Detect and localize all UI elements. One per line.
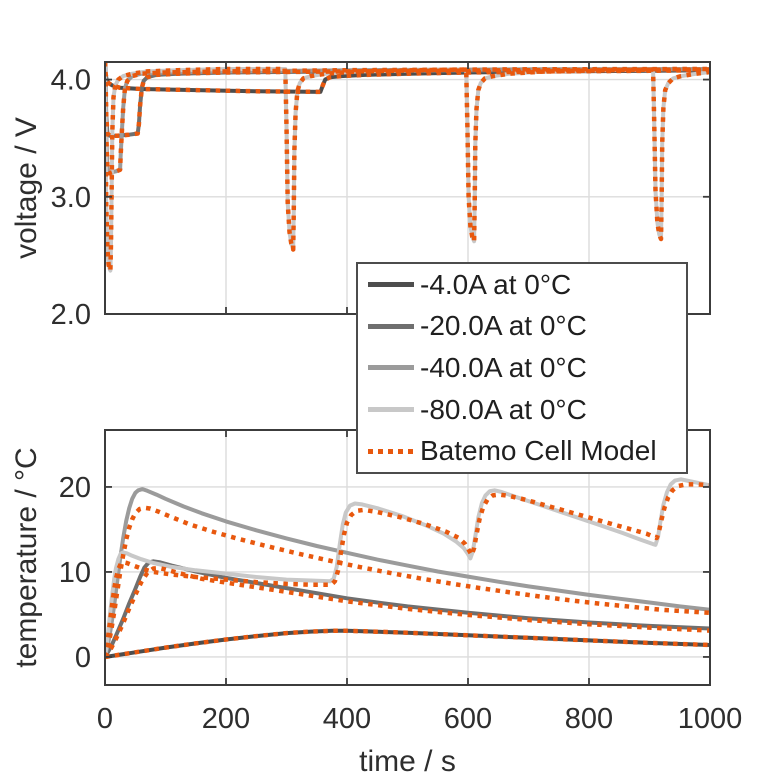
voltage-series xyxy=(105,62,710,273)
measurement-line -4.0A at 0C xyxy=(105,62,710,94)
model -20.0A xyxy=(105,565,710,659)
measurement-line -40.0A at 0C xyxy=(105,487,710,658)
model -80.0A xyxy=(105,482,710,658)
legend-line-sample-4A xyxy=(368,282,414,288)
model-line for -80.0A at 0C xyxy=(105,62,710,273)
model-line for -4.0A at 0C xyxy=(105,62,710,95)
legend-line-sample-80A xyxy=(368,407,414,413)
y-tick-label: 4.0 xyxy=(51,65,91,97)
x-tick-label: 400 xyxy=(323,703,371,735)
x-tick-label: 600 xyxy=(444,703,492,735)
temperature-series xyxy=(105,477,710,660)
measurement-line -80.0A at 0C xyxy=(105,477,710,658)
legend-item: Batemo Cell Model xyxy=(358,430,686,472)
legend: -4.0A at 0°C -20.0A at 0°C -40.0A at 0°C… xyxy=(356,262,688,474)
legend-item: -40.0A at 0°C xyxy=(358,347,686,389)
legend-line-sample-40A xyxy=(368,365,414,371)
legend-item-label: -4.0A at 0°C xyxy=(420,268,572,300)
legend-item-label: -40.0A at 0°C xyxy=(420,351,587,383)
model-line for -40.0A at 0C xyxy=(105,62,710,176)
measurement-line -40.0A at 0C xyxy=(105,62,710,176)
legend-item: -80.0A at 0°C xyxy=(358,389,686,431)
x-axis-label: time / s xyxy=(359,745,456,778)
x-tick-label: 200 xyxy=(202,703,250,735)
y-tick-label: 2.0 xyxy=(51,299,91,331)
y-tick-label: 3.0 xyxy=(51,182,91,214)
x-tick-label: 1000 xyxy=(678,703,743,735)
legend-item-label: -80.0A at 0°C xyxy=(420,393,587,425)
x-tick-label: 800 xyxy=(565,703,613,735)
y-tick-label: 0 xyxy=(75,642,91,674)
x-tick-label: 0 xyxy=(97,703,113,735)
y-tick-label: 20 xyxy=(59,472,91,504)
legend-line-sample-20A xyxy=(368,323,414,329)
model-line for -4.0A at 0C xyxy=(105,628,710,660)
legend-item: -4.0A at 0°C xyxy=(358,264,686,306)
y-tick-label: 10 xyxy=(59,557,91,589)
legend-item: -20.0A at 0°C xyxy=(358,306,686,348)
model -40.0A xyxy=(105,505,710,658)
measurement-line -80.0A at 0C xyxy=(105,62,710,273)
y-axis-label: temperature / °C xyxy=(10,447,43,667)
legend-item-label: Batemo Cell Model xyxy=(420,435,657,467)
y-axis-label: voltage / V xyxy=(10,117,43,259)
legend-item-label: -20.0A at 0°C xyxy=(420,310,587,342)
legend-line-sample-model xyxy=(368,448,414,454)
